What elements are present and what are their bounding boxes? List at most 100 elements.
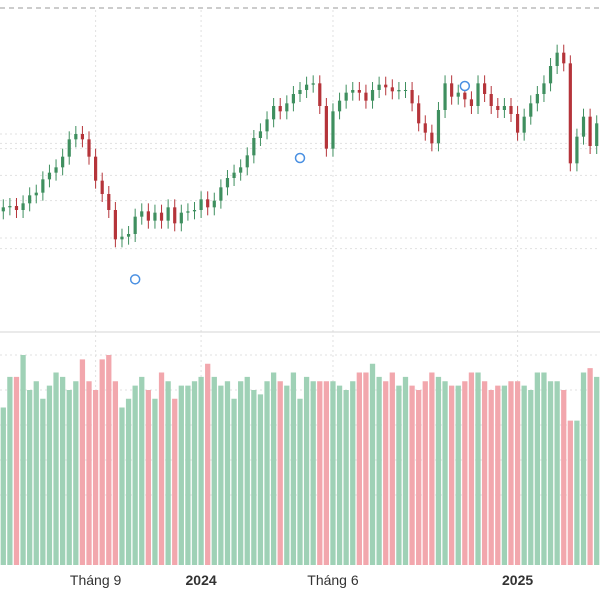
- volume-bar: [508, 381, 514, 565]
- candle-body: [430, 132, 434, 144]
- volume-bar: [310, 381, 316, 565]
- candle-body: [8, 206, 12, 208]
- candle-body: [113, 210, 117, 240]
- volume-bar: [521, 385, 527, 565]
- volume-bar: [99, 359, 105, 565]
- volume-bar: [528, 390, 534, 565]
- volume-bar: [40, 398, 46, 565]
- volume-bar: [112, 381, 119, 565]
- candle-body: [239, 167, 243, 173]
- candle-body: [278, 106, 282, 112]
- volume-bar: [514, 381, 521, 565]
- volume-bar: [284, 385, 290, 565]
- candle-body: [581, 116, 586, 137]
- candle-body: [344, 92, 348, 101]
- candle-body: [47, 172, 52, 180]
- candle-body: [265, 119, 269, 132]
- candle-body: [351, 90, 355, 93]
- candle-body: [1, 207, 5, 212]
- price-candles: [1, 44, 599, 248]
- volume-bar: [257, 394, 264, 565]
- volume-bar: [224, 381, 231, 565]
- volume-bar: [369, 363, 376, 565]
- volume-bar: [231, 398, 237, 565]
- volume-bar: [106, 355, 112, 565]
- volume-bar: [270, 372, 277, 565]
- candle-body: [476, 83, 480, 106]
- volume-bar: [191, 381, 198, 565]
- volume-bar: [198, 376, 204, 565]
- volume-bar: [303, 376, 310, 565]
- candle-body: [285, 103, 289, 112]
- volume-bar: [442, 381, 448, 565]
- candle-body: [509, 106, 513, 114]
- volume-bar: [178, 385, 184, 565]
- volume-bar: [449, 385, 455, 565]
- volume-bar: [0, 407, 6, 565]
- volume-bar: [409, 385, 415, 565]
- volume-bar: [125, 398, 132, 565]
- candle-body: [595, 123, 599, 146]
- candle-body: [384, 84, 388, 88]
- event-marker: [459, 80, 471, 92]
- candle-body: [159, 212, 164, 221]
- candle-body: [219, 187, 223, 201]
- volume-bar: [435, 376, 442, 565]
- candle-body: [245, 155, 249, 168]
- candle-body: [179, 212, 183, 224]
- volume-bar: [73, 381, 79, 565]
- candle-body: [588, 116, 592, 146]
- volume-bar: [376, 376, 382, 565]
- candle-body: [410, 90, 414, 104]
- volume-bar: [402, 376, 409, 565]
- volume-bar: [541, 372, 547, 565]
- volume-bar: [238, 381, 244, 565]
- volume-bar: [60, 376, 66, 565]
- volume-bar: [185, 385, 191, 565]
- candle-body: [417, 103, 421, 124]
- volume-bar: [132, 385, 138, 565]
- volume-bar: [343, 390, 349, 565]
- candle-body: [496, 106, 500, 110]
- volume-bar: [350, 381, 356, 565]
- event-marker: [294, 152, 306, 164]
- candle-body: [41, 179, 45, 193]
- candle-body: [562, 52, 566, 64]
- volume-bar: [158, 372, 165, 565]
- candle-body: [502, 106, 506, 110]
- volume-bar: [46, 385, 53, 565]
- volume-bar: [488, 390, 494, 565]
- candle-body: [515, 114, 520, 133]
- candle-body: [364, 92, 368, 101]
- candle-body: [67, 139, 71, 157]
- x-tick-label: 2025: [502, 572, 533, 588]
- candle-body: [529, 103, 533, 117]
- volume-bar: [20, 355, 26, 565]
- candle-body: [463, 92, 467, 100]
- volume-bar: [462, 381, 468, 565]
- volume-bar: [574, 420, 580, 565]
- candle-body: [252, 138, 256, 156]
- volume-bar: [264, 381, 270, 565]
- candle-body: [34, 192, 38, 196]
- candle-body: [173, 207, 177, 224]
- volume-bar: [277, 381, 283, 565]
- volume-bar: [567, 420, 573, 565]
- volume-bar: [27, 390, 33, 565]
- candle-body: [423, 123, 427, 133]
- candle-body: [548, 66, 553, 84]
- volume-bar: [554, 381, 560, 565]
- candle-body: [140, 211, 144, 217]
- candle-body: [443, 83, 447, 110]
- volume-bar: [172, 398, 178, 565]
- x-tick-label: Tháng 6: [307, 572, 359, 588]
- event-marker: [129, 274, 141, 285]
- volume-bar: [580, 372, 587, 565]
- volume-bar: [422, 381, 428, 565]
- candle-body: [397, 90, 401, 92]
- volume-bar: [317, 381, 323, 565]
- candle-body: [535, 94, 539, 104]
- candle-body: [311, 83, 315, 85]
